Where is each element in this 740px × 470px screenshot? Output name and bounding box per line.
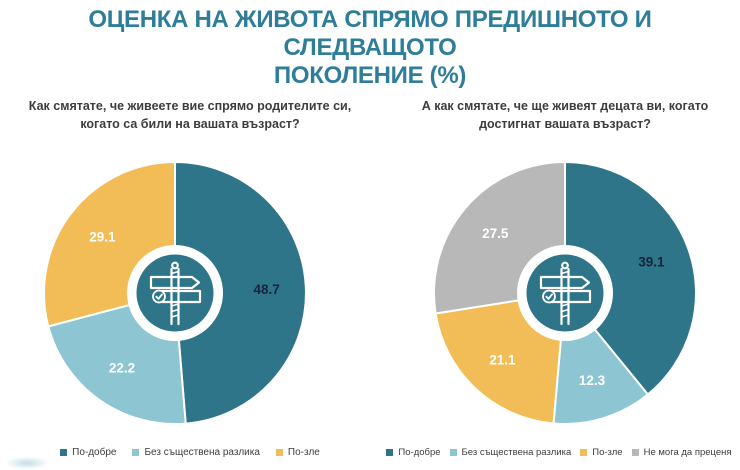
legend-item: По-зле (580, 447, 623, 458)
slide-title-line2: ПОКОЛЕНИЕ (%) (273, 62, 467, 89)
legend-item: Не мога да преценя (631, 447, 732, 458)
legend-color-swatch (132, 449, 140, 456)
slice-value-label: 39.1 (638, 255, 665, 270)
right-donut-chart: 39.1 12.3 21.1 27.5 (433, 161, 697, 425)
center-badge (526, 254, 604, 332)
slide-title: ОЦЕНКА НА ЖИВОТА СПРЯМО ПРЕДИШНОТО И СЛЕ… (0, 6, 740, 90)
signpost-icon (539, 261, 592, 326)
legend-item: По-добре (386, 447, 441, 458)
legend-color-swatch (580, 449, 588, 456)
left-chart-question-line1: Как смятате, че живеете вие спрямо родит… (28, 99, 352, 113)
watermark-logo (6, 457, 48, 469)
legend-color-swatch (386, 449, 394, 456)
slice-value-label: 29.1 (89, 230, 116, 245)
legend-item: По-добре (60, 447, 116, 458)
legend-label: Не мога да преценя (643, 447, 732, 458)
left-donut-chart: 48.7 22.2 29.1 (43, 161, 307, 425)
legend-color-swatch (631, 449, 639, 456)
legend-item: Без съществена разлика (449, 447, 572, 458)
legend-color-swatch (60, 449, 68, 456)
right-chart-question: А как смятате, че ще живеят децата ви, к… (390, 97, 740, 133)
left-chart-legend: По-добре Без съществена разлика По-зле (15, 447, 365, 458)
legend-label: Без съществена разлика (144, 447, 260, 458)
pie-slice-0 (564, 161, 697, 396)
legend-item: Без съществена разлика (132, 447, 260, 458)
right-chart-question-line2: достигнат вашата възраст? (479, 117, 651, 131)
pie-slice-0 (174, 161, 307, 425)
legend-label: По-зле (287, 447, 320, 458)
legend-item: По-зле (275, 447, 320, 458)
signpost-icon (149, 261, 202, 326)
slice-value-label: 12.3 (579, 373, 606, 388)
slice-value-label: 27.5 (482, 226, 509, 241)
legend-label: По-добре (398, 447, 441, 458)
legend-label: По-добре (72, 447, 117, 458)
legend-label: Без съществена разлика (461, 447, 572, 458)
right-chart-question-line1: А как смятате, че ще живеят децата ви, к… (421, 99, 709, 113)
center-badge (136, 254, 214, 332)
legend-color-swatch (275, 449, 283, 456)
slice-value-label: 48.7 (253, 282, 279, 297)
right-chart-legend: По-добре Без съществена разлика По-зле Н… (381, 447, 737, 458)
slice-value-label: 21.1 (489, 353, 516, 368)
left-chart-question: Как смятате, че живеете вие спрямо родит… (15, 97, 365, 133)
slide-title-line1: ОЦЕНКА НА ЖИВОТА СПРЯМО ПРЕДИШНОТО И СЛЕ… (88, 6, 652, 61)
slice-value-label: 22.2 (109, 360, 135, 375)
legend-color-swatch (449, 449, 457, 456)
left-chart-question-line2: когато са били на вашата възраст? (80, 117, 300, 131)
legend-label: По-зле (592, 447, 623, 458)
